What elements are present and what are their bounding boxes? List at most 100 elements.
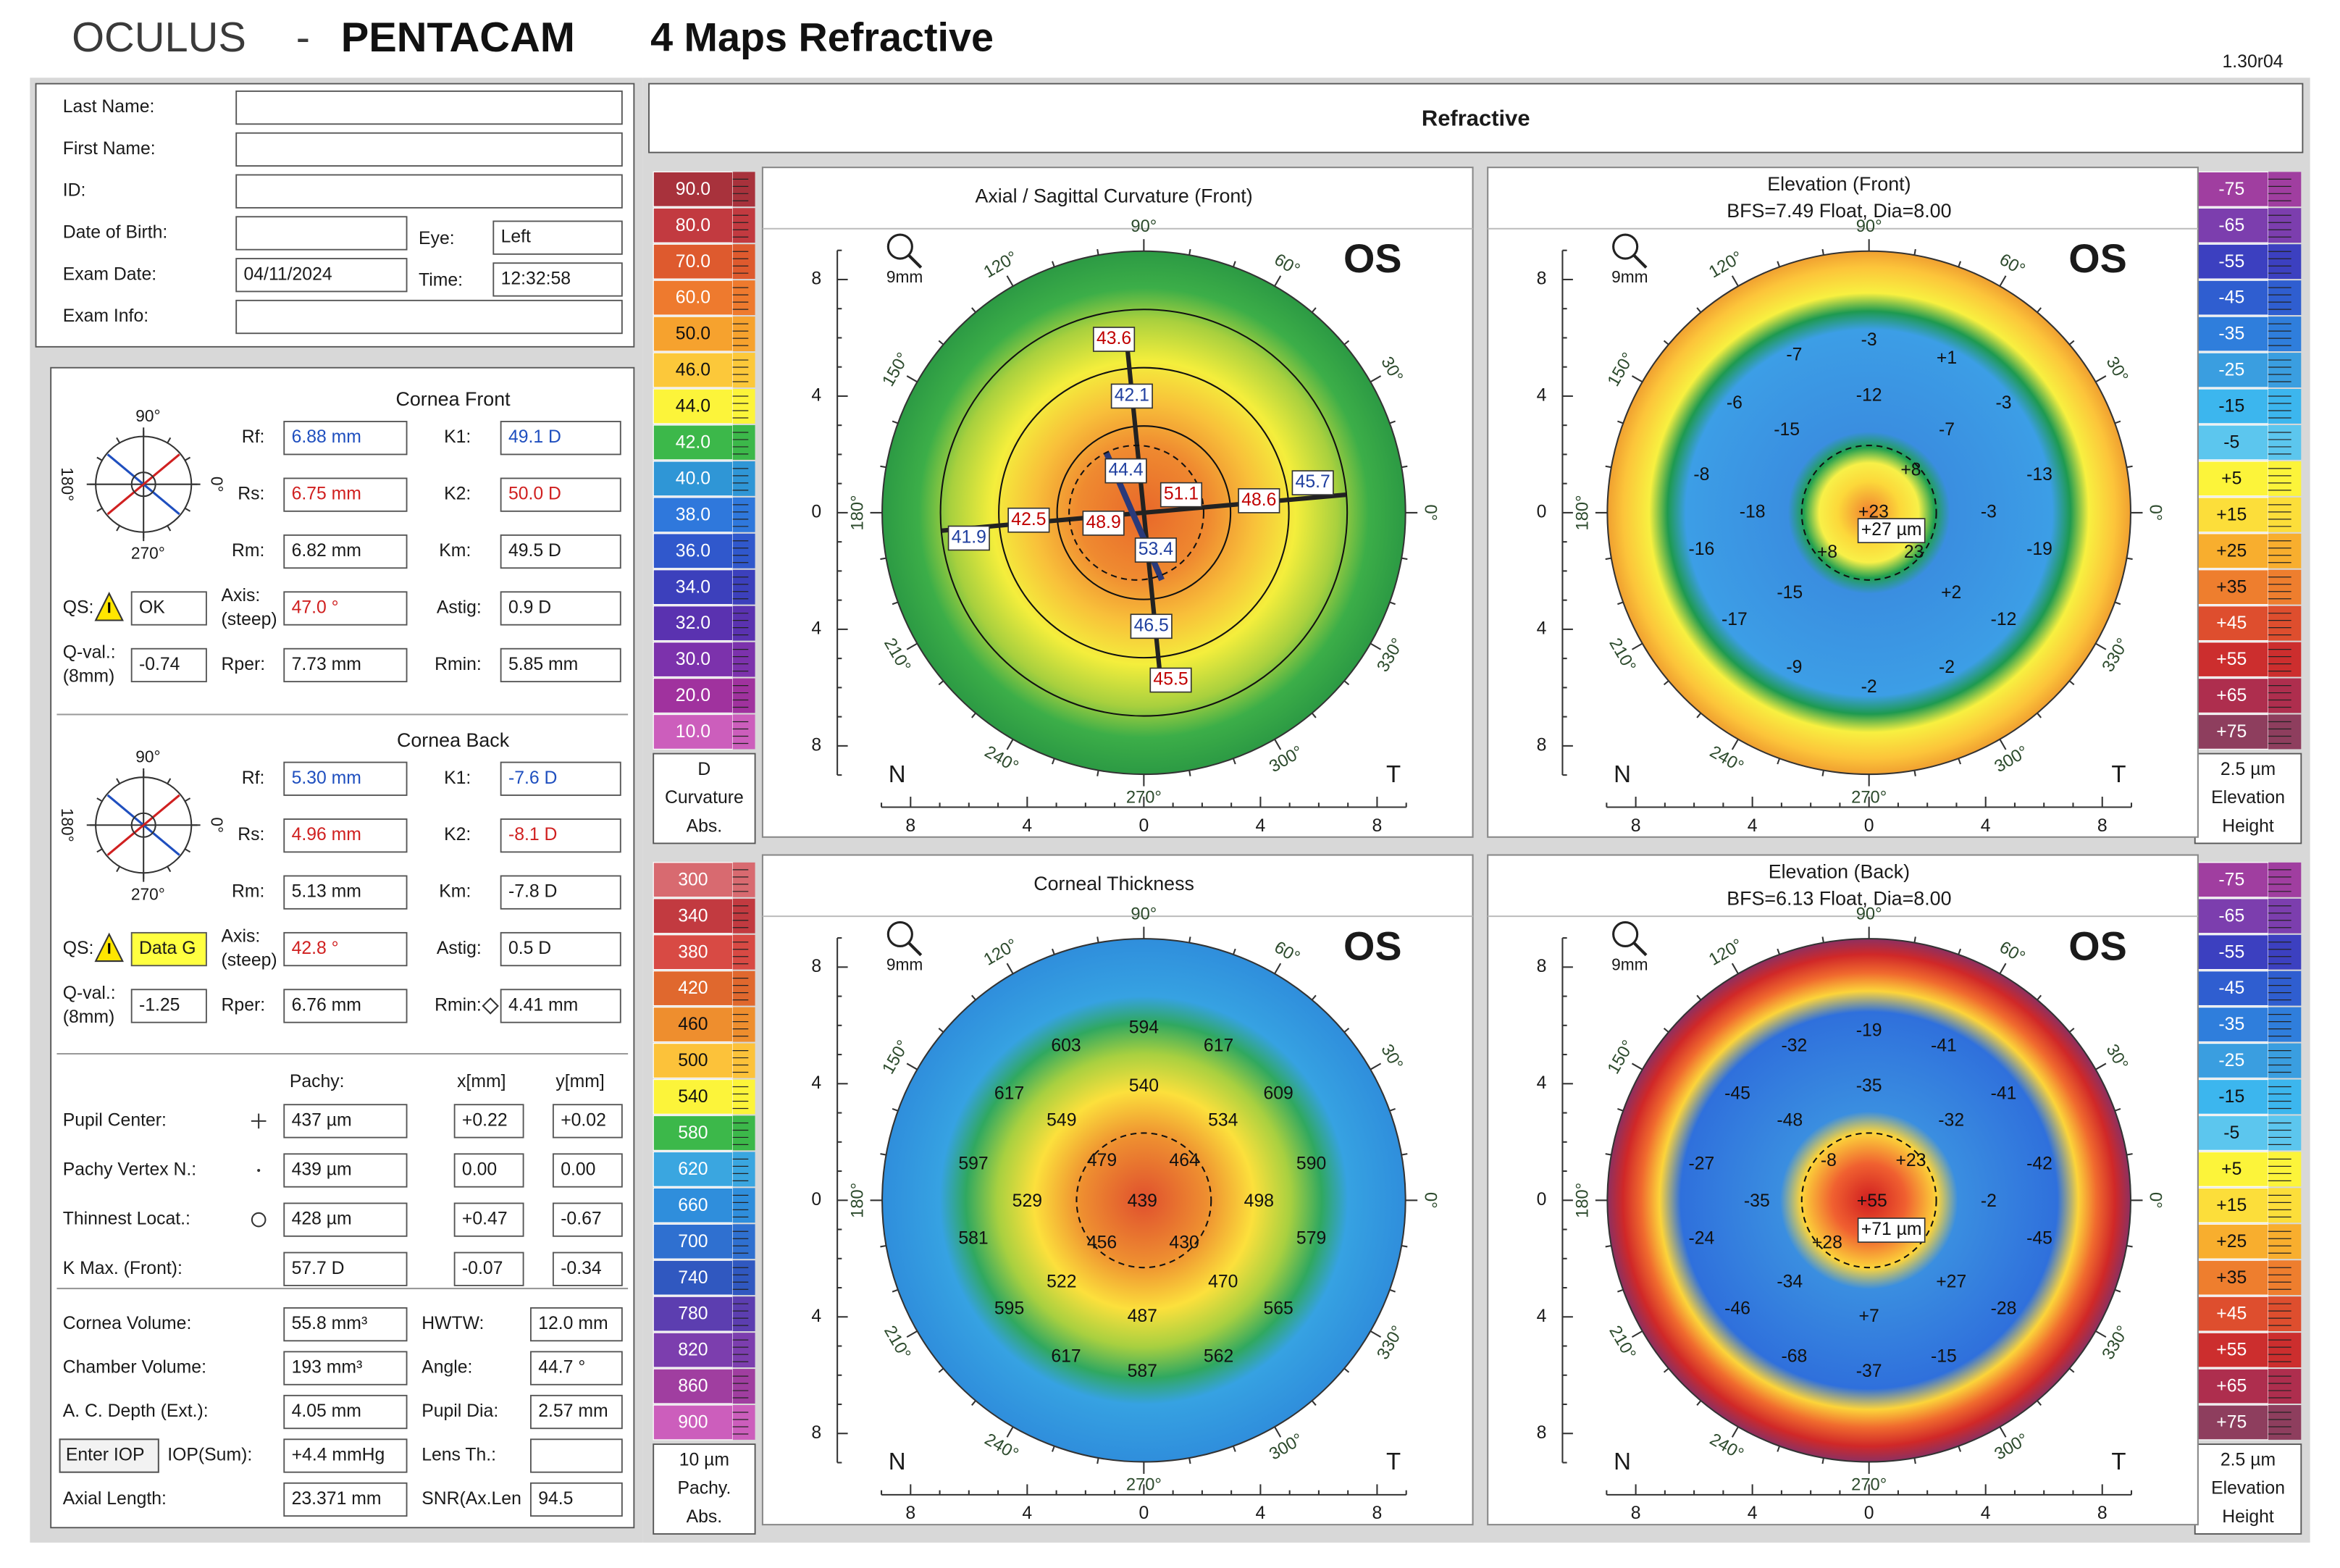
map-value: -2 bbox=[1939, 658, 1955, 677]
zoom-icon bbox=[886, 921, 913, 947]
map-value: 53.4 bbox=[1138, 540, 1173, 559]
scale-unit: 2.5 µm bbox=[2221, 1450, 2276, 1470]
scale-label: 60.0 bbox=[676, 288, 710, 308]
meridian-tick bbox=[906, 1330, 918, 1338]
map-value: 43.6 bbox=[1096, 329, 1131, 348]
map-value: 41.9 bbox=[952, 528, 986, 548]
map-value: 498 bbox=[1244, 1191, 1274, 1211]
meridian-tick bbox=[1343, 680, 1350, 686]
scale-caption: Height bbox=[2222, 816, 2274, 836]
scale-swatch bbox=[653, 171, 734, 207]
field-value: 0.5 D bbox=[508, 939, 551, 958]
meridian-tick bbox=[1052, 1446, 1055, 1452]
meridian-tick bbox=[1389, 1107, 1396, 1112]
field-value: -7.8 D bbox=[508, 882, 557, 902]
map-value: 579 bbox=[1296, 1228, 1326, 1248]
pachy-value: 57.7 D bbox=[292, 1259, 345, 1278]
nasal-label: N bbox=[1614, 760, 1631, 787]
x-tick-label: 0 bbox=[1138, 816, 1149, 836]
field-box bbox=[492, 262, 623, 297]
field-value: 6.88 mm bbox=[292, 427, 361, 447]
scale-strip bbox=[732, 1405, 755, 1440]
field-box bbox=[500, 818, 621, 853]
scale-swatch bbox=[2194, 1187, 2269, 1223]
scale-strip bbox=[2268, 934, 2302, 970]
scale-strip bbox=[732, 1224, 755, 1259]
scale-strip bbox=[2268, 1405, 2302, 1440]
scale-label: 70.0 bbox=[676, 252, 710, 272]
scale-strip bbox=[2268, 1007, 2302, 1042]
x-tick-label: 0 bbox=[1864, 816, 1874, 836]
meridian-tick bbox=[1096, 936, 1099, 943]
map-value: -7 bbox=[1786, 345, 1802, 365]
field-label: Rmin: bbox=[435, 996, 482, 1015]
scale-strip bbox=[732, 1007, 755, 1042]
meridian-tick bbox=[1821, 1457, 1824, 1464]
scale-label: 460 bbox=[678, 1015, 708, 1034]
field-value: 0.9 D bbox=[508, 598, 551, 618]
field-label: Rm: bbox=[232, 541, 264, 561]
map-value: 590 bbox=[1296, 1154, 1326, 1173]
field-box bbox=[552, 1104, 623, 1139]
column-header: Pachy: bbox=[290, 1072, 345, 1091]
meridian-tick bbox=[971, 1400, 976, 1406]
y-tick-label: 8 bbox=[811, 957, 821, 976]
meridian-tick bbox=[1999, 739, 2007, 750]
row-label: Cornea Volume: bbox=[63, 1314, 192, 1333]
row-label: Axial Length: bbox=[63, 1489, 167, 1509]
field-value: 4.96 mm bbox=[292, 825, 361, 844]
map-value: -27 bbox=[1689, 1154, 1715, 1173]
dial-label: 270° bbox=[131, 884, 165, 903]
map-value-box bbox=[1159, 482, 1203, 508]
scale-label: 340 bbox=[678, 906, 708, 926]
map-value: 46.5 bbox=[1134, 616, 1169, 635]
scale-unit: 10 µm bbox=[679, 1450, 729, 1470]
zone-ring bbox=[1056, 425, 1232, 600]
field-box bbox=[130, 647, 207, 683]
map-value: 534 bbox=[1208, 1110, 1238, 1130]
map-value: -3 bbox=[1995, 393, 2011, 413]
enter-iop-button[interactable] bbox=[59, 1438, 159, 1473]
meridian-tick bbox=[2114, 1288, 2121, 1293]
field-label: QS: bbox=[63, 939, 94, 958]
patient-value: Left bbox=[501, 227, 531, 247]
zoom-icon bbox=[1612, 233, 1639, 260]
field-label: Rs: bbox=[238, 825, 264, 844]
meridian-tick bbox=[1696, 307, 1702, 313]
scale-label: 860 bbox=[678, 1377, 708, 1396]
scale-label: 740 bbox=[678, 1268, 708, 1288]
enter-iop-button-label[interactable]: Enter IOP bbox=[66, 1446, 145, 1465]
angle-label: 270° bbox=[1851, 1476, 1887, 1495]
map-value: 44.4 bbox=[1108, 461, 1143, 480]
field-value: 5.13 mm bbox=[292, 882, 361, 902]
meridian-tick bbox=[938, 1367, 944, 1373]
field-label: Rper: bbox=[222, 996, 266, 1015]
meridian-tick bbox=[1777, 948, 1781, 955]
field-box bbox=[235, 299, 623, 335]
scale-label: -45 bbox=[2218, 288, 2244, 308]
field-box bbox=[283, 534, 408, 569]
meridian-tick bbox=[1006, 1426, 1014, 1438]
scale-strip bbox=[2268, 1369, 2302, 1404]
scale-swatch bbox=[653, 898, 734, 934]
meridian-tick bbox=[938, 1028, 944, 1033]
zoom-icon bbox=[886, 233, 913, 260]
y-tick-label: 8 bbox=[811, 1423, 821, 1443]
scale-label: 500 bbox=[678, 1051, 708, 1070]
angle-label: 0° bbox=[2146, 1192, 2165, 1209]
map-value: 464 bbox=[1169, 1151, 1199, 1170]
map-value: -41 bbox=[1931, 1036, 1957, 1055]
map-value: -8 bbox=[1821, 1151, 1837, 1170]
meridian-tick bbox=[2114, 1107, 2121, 1112]
scale-strip bbox=[2268, 533, 2302, 569]
field-value: 49.5 D bbox=[508, 541, 561, 561]
scale-swatch bbox=[653, 1332, 734, 1368]
pupil-ring bbox=[1075, 1132, 1212, 1269]
angle-label: 90° bbox=[1856, 217, 1882, 236]
y-tick-label: 8 bbox=[1537, 735, 1547, 755]
meridian-tick bbox=[1958, 758, 1962, 765]
scale-swatch bbox=[653, 1296, 734, 1332]
scale-label: -5 bbox=[2223, 432, 2239, 452]
field-box bbox=[529, 1438, 623, 1473]
scale-label: -45 bbox=[2218, 978, 2244, 998]
